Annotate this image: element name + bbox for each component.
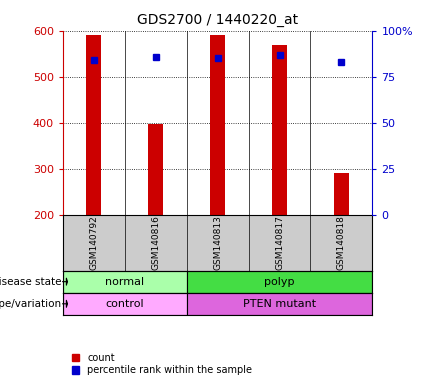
Title: GDS2700 / 1440220_at: GDS2700 / 1440220_at xyxy=(137,13,298,27)
Bar xyxy=(210,35,225,215)
Bar xyxy=(187,293,372,315)
Bar xyxy=(63,271,187,293)
Text: polyp: polyp xyxy=(264,276,295,287)
Bar xyxy=(272,45,287,215)
Bar xyxy=(148,124,163,215)
Text: PTEN mutant: PTEN mutant xyxy=(243,299,316,309)
Text: control: control xyxy=(105,299,144,309)
Bar xyxy=(63,293,187,315)
Text: GSM140813: GSM140813 xyxy=(213,215,222,270)
Text: disease state: disease state xyxy=(0,276,61,287)
Text: GSM140792: GSM140792 xyxy=(89,215,98,270)
Text: GSM140816: GSM140816 xyxy=(151,215,160,270)
Legend: count, percentile rank within the sample: count, percentile rank within the sample xyxy=(68,349,256,379)
Text: GSM140817: GSM140817 xyxy=(275,215,284,270)
Text: genotype/variation: genotype/variation xyxy=(0,299,61,309)
Text: normal: normal xyxy=(105,276,144,287)
Text: GSM140818: GSM140818 xyxy=(337,215,346,270)
Bar xyxy=(187,271,372,293)
Bar xyxy=(334,173,349,215)
Bar xyxy=(86,35,101,215)
